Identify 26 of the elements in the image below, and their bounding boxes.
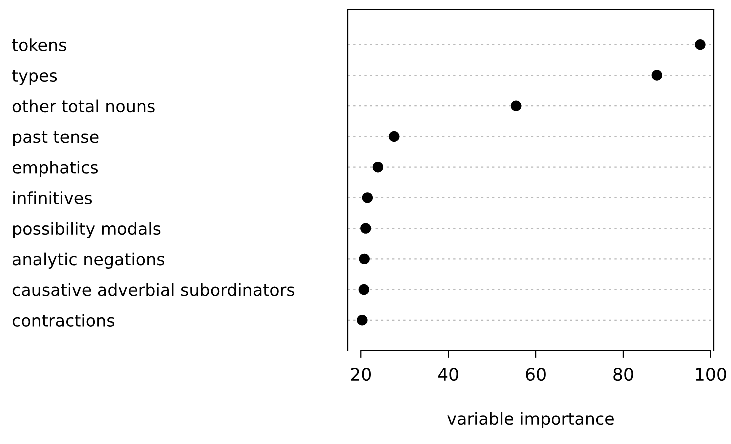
y-tick-label: types — [12, 70, 58, 86]
y-tick-label: possibility modals — [14, 222, 161, 238]
point — [362, 192, 374, 204]
x-tick-label: 60 — [526, 368, 546, 382]
y-tick-label: tokens — [12, 38, 66, 52]
y-tick-label: emphatics — [12, 161, 98, 178]
point — [652, 70, 663, 81]
x-tick-label: 100 — [696, 368, 726, 382]
x-tick-label: 20 — [351, 368, 372, 382]
y-tick-label: past tense — [14, 131, 99, 147]
x-tick-label: 40 — [438, 368, 458, 382]
y-tick-label: other total nouns — [12, 100, 155, 113]
point — [695, 40, 706, 50]
point — [357, 315, 368, 326]
point — [372, 162, 384, 173]
x-axis-title: variable importance — [448, 412, 614, 428]
point — [389, 131, 400, 142]
y-tick-label: infinitives — [14, 192, 92, 205]
y-tick-label: analytic negations — [13, 252, 165, 269]
point — [358, 284, 370, 296]
point — [359, 254, 370, 265]
point — [511, 100, 522, 112]
y-tick-label: contractions — [12, 314, 114, 327]
x-tick-label: 80 — [614, 368, 634, 382]
y-tick-label: causative adverbial subordinators — [12, 283, 295, 296]
point — [360, 223, 372, 234]
